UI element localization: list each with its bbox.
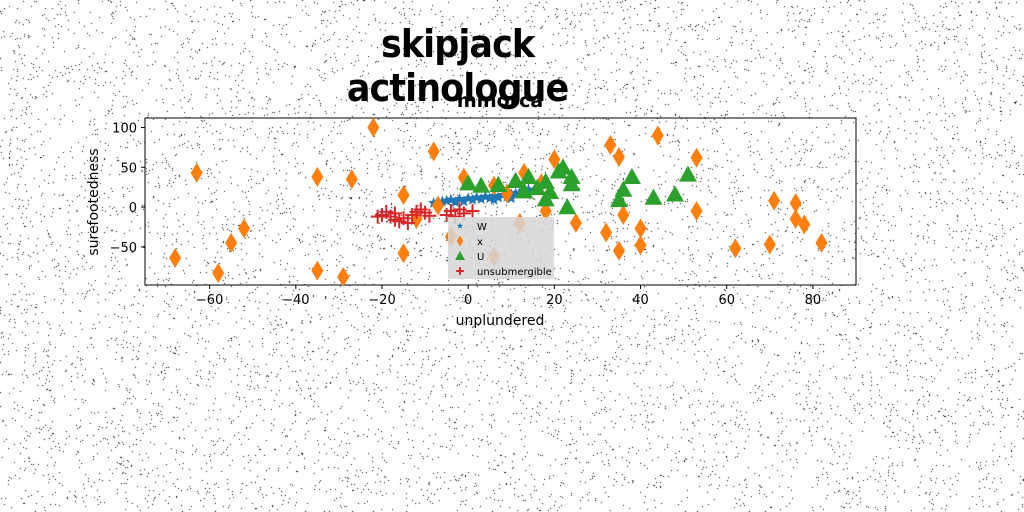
data-point-diamond <box>238 218 251 239</box>
data-point-triangle <box>519 167 538 185</box>
x-tick-label: 0 <box>464 293 472 308</box>
data-point-diamond <box>613 240 625 261</box>
x-axis-label: unplundered <box>456 313 545 329</box>
data-point-diamond <box>789 193 802 214</box>
data-point-triangle <box>678 165 697 182</box>
x-tick-label: 40 <box>632 293 649 308</box>
data-point-diamond <box>397 243 410 264</box>
figure-suptitle: skipjack actinologue <box>346 22 569 110</box>
data-point-diamond <box>651 125 664 146</box>
data-point-diamond <box>569 212 582 233</box>
data-point-star <box>479 190 492 202</box>
data-point-triangle <box>459 174 478 191</box>
x-tick-label: −60 <box>196 293 223 308</box>
data-point-triangle <box>489 175 508 192</box>
data-point-diamond <box>729 238 742 259</box>
y-tick-label: −50 <box>110 241 137 256</box>
data-point-diamond <box>169 247 182 268</box>
y-tick-label: 50 <box>120 161 137 176</box>
data-point-plus <box>400 215 415 230</box>
data-point-plus <box>465 204 480 219</box>
x-tick-label: 60 <box>718 293 735 308</box>
data-point-diamond <box>367 117 380 138</box>
data-point-triangle <box>622 167 641 185</box>
data-point-star <box>462 192 474 204</box>
data-point-diamond <box>690 201 703 222</box>
data-point-diamond <box>634 235 647 256</box>
data-point-triangle <box>528 178 547 196</box>
data-point-star <box>522 183 535 195</box>
data-point-triangle <box>558 198 577 215</box>
data-point-star <box>449 196 461 208</box>
x-tick-label: −40 <box>282 293 309 308</box>
data-point-triangle <box>666 185 685 202</box>
data-point-star <box>471 191 483 203</box>
data-point-triangle <box>610 190 628 208</box>
legend-marker-plus <box>456 267 464 275</box>
data-point-diamond <box>432 195 445 216</box>
data-point-star <box>488 193 500 205</box>
plot-frame <box>144 117 857 286</box>
data-point-diamond <box>410 208 423 229</box>
legend-label: unsubmergible <box>477 267 552 278</box>
data-point-star <box>509 187 522 199</box>
data-point-diamond <box>427 141 440 162</box>
y-tick-label: 0 <box>129 201 137 216</box>
data-point-triangle <box>549 162 568 179</box>
legend-box <box>448 217 554 279</box>
data-point-diamond <box>311 166 324 187</box>
data-point-star <box>492 191 505 203</box>
x-tick-label: 80 <box>805 293 822 308</box>
data-point-diamond <box>212 263 225 284</box>
legend-marker-triangle <box>455 251 465 260</box>
data-point-diamond <box>690 147 703 168</box>
axes-title: minorca <box>457 90 543 112</box>
legend-marker-diamond <box>456 235 464 247</box>
data-point-diamond <box>548 149 561 170</box>
data-point-triangle <box>614 180 633 197</box>
data-point-diamond <box>190 162 203 183</box>
data-point-triangle <box>515 182 534 199</box>
data-point-diamond <box>815 232 828 253</box>
data-point-plus <box>370 209 385 224</box>
data-point-triangle <box>644 188 663 205</box>
data-point-diamond <box>613 146 625 167</box>
data-point-diamond <box>345 169 358 190</box>
legend-marker-star <box>456 222 464 229</box>
data-point-triangle <box>472 176 491 193</box>
data-point-diamond <box>768 190 781 211</box>
legend-label: U <box>477 252 484 263</box>
data-point-plus <box>439 208 454 223</box>
data-marks <box>169 117 828 288</box>
data-point-diamond <box>604 135 617 156</box>
data-point-star <box>466 193 479 205</box>
data-point-diamond <box>337 267 350 288</box>
data-point-diamond <box>600 222 613 243</box>
data-point-diamond <box>763 234 776 255</box>
x-tick-label: −20 <box>368 293 395 308</box>
data-point-star <box>458 195 470 207</box>
data-point-triangle <box>541 182 560 200</box>
data-point-diamond <box>311 260 324 281</box>
y-axis-label: surefootedness <box>86 148 102 255</box>
axis-ticks: −60 −40 −20 0 20 40 60 80 −50 0 50 100 <box>110 122 822 308</box>
legend-label: W <box>477 222 487 233</box>
data-point-diamond <box>225 232 238 253</box>
data-point-diamond <box>798 214 811 235</box>
data-point-plus <box>387 212 402 227</box>
data-point-diamond <box>634 218 647 239</box>
legend-label: x <box>477 237 483 248</box>
data-point-star <box>440 194 453 206</box>
data-point-star <box>475 193 487 204</box>
data-point-diamond <box>617 205 630 226</box>
data-point-diamond <box>397 185 410 206</box>
data-point-star <box>428 197 440 208</box>
data-point-plus <box>422 208 437 223</box>
data-point-plus <box>379 204 394 219</box>
x-tick-label: 20 <box>546 293 563 308</box>
y-tick-label: 100 <box>112 122 137 137</box>
data-point-triangle <box>562 175 581 192</box>
